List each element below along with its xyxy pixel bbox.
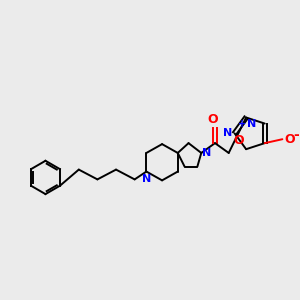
Text: O: O — [284, 133, 295, 146]
Text: O: O — [208, 113, 218, 127]
Text: -: - — [293, 128, 299, 142]
Text: N: N — [202, 148, 212, 158]
Text: O: O — [233, 134, 244, 147]
Text: +: + — [238, 119, 246, 129]
Text: N: N — [224, 128, 232, 138]
Text: N: N — [142, 173, 151, 184]
Text: N: N — [247, 119, 256, 130]
